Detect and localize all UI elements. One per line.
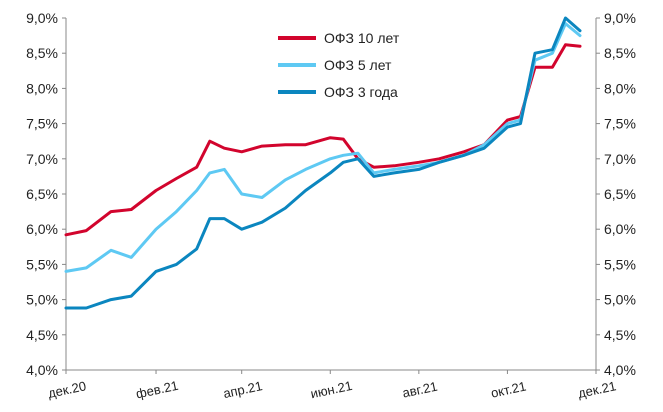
left-y-tick-label: 5,5% <box>26 256 58 272</box>
right-y-tick-label: 4,0% <box>604 362 636 378</box>
right-y-tick-label: 8,0% <box>604 80 636 96</box>
series-line-3 <box>64 16 582 310</box>
legend-label-3: ОФЗ 3 года <box>324 84 398 100</box>
left-y-tick-label: 4,5% <box>26 327 58 343</box>
x-tick-label: апр.21 <box>222 378 264 401</box>
x-tick-label: окт.21 <box>489 379 527 401</box>
right-y-tick-label: 7,0% <box>604 151 636 167</box>
left-y-tick-label: 8,5% <box>26 45 58 61</box>
series-lines <box>64 16 582 310</box>
left-y-tick-label: 8,0% <box>26 80 58 96</box>
left-y-tick-label: 5,0% <box>26 292 58 308</box>
left-y-tick-label: 6,5% <box>26 186 58 202</box>
x-tick-label: дек.21 <box>577 378 618 401</box>
right-y-tick-label: 5,0% <box>604 292 636 308</box>
legend-label-2: ОФЗ 5 лет <box>324 57 392 73</box>
legend-label-1: ОФЗ 10 лет <box>324 30 400 46</box>
right-y-tick-label: 9,0% <box>604 10 636 26</box>
right-y-tick-label: 8,5% <box>604 45 636 61</box>
left-y-tick-label: 9,0% <box>26 10 58 26</box>
right-y-tick-label: 6,0% <box>604 221 636 237</box>
legend: ОФЗ 10 лет ОФЗ 5 лет ОФЗ 3 года <box>278 30 400 100</box>
x-tick-label: авг.21 <box>401 379 439 401</box>
right-y-tick-label: 4,5% <box>604 327 636 343</box>
left-y-tick-label: 7,5% <box>26 116 58 132</box>
left-y-tick-label: 4,0% <box>26 362 58 378</box>
right-y-tick-label: 7,5% <box>604 116 636 132</box>
x-tick-label: июн.21 <box>309 378 353 401</box>
series-line-2 <box>64 22 582 273</box>
left-y-tick-label: 7,0% <box>26 151 58 167</box>
left-y-tick-label: 6,0% <box>26 221 58 237</box>
right-y-tick-label: 5,5% <box>604 256 636 272</box>
series-line-1 <box>64 43 582 237</box>
axes <box>62 17 600 374</box>
x-tick-label: фев.21 <box>135 378 180 402</box>
x-tick-label: дек.20 <box>47 378 88 401</box>
right-y-tick-label: 6,5% <box>604 186 636 202</box>
